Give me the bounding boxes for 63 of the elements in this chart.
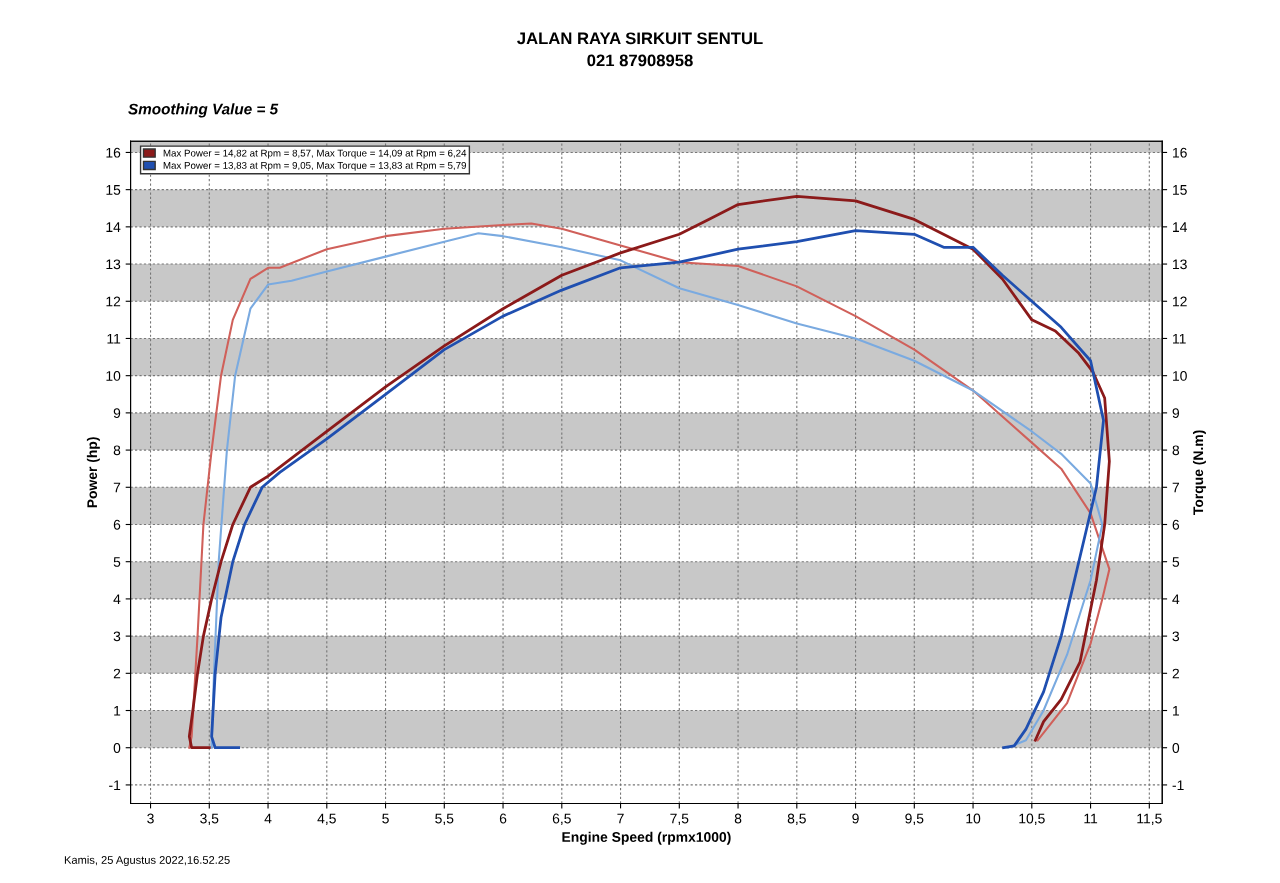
y2-tick-label: 7 bbox=[1172, 482, 1179, 493]
y2-tick-label: 9 bbox=[1172, 408, 1180, 419]
x-tick-label: 9 bbox=[852, 813, 859, 824]
x-tick-label: 10 bbox=[966, 813, 981, 824]
y2-tick-label: 12 bbox=[1173, 296, 1187, 307]
x-tick-label: 8 bbox=[734, 813, 742, 824]
y-tick-label: 3 bbox=[113, 631, 121, 642]
x-axis-title: Engine Speed (rpmx1000) bbox=[562, 831, 731, 845]
x-tick-label: 3 bbox=[147, 813, 154, 824]
y-tick-label: -1 bbox=[109, 780, 121, 790]
text: Smoothing Value = 5 bbox=[128, 103, 279, 118]
x-tick-label: 6,5 bbox=[552, 813, 571, 826]
y-tick-label: 4 bbox=[113, 594, 121, 604]
legend-label: Max Power = 14,82 at Rpm = 8,57, Max Torque = 14,09 at Rpm = 6,24 bbox=[163, 149, 467, 159]
y-tick-label: 7 bbox=[113, 482, 121, 493]
y-tick-label: 2 bbox=[113, 668, 121, 679]
y2-tick-label: 10 bbox=[1173, 371, 1187, 381]
y-tick-label: 9 bbox=[113, 408, 121, 419]
y-tick-label: 0 bbox=[113, 743, 121, 753]
x-tick-label: 10,5 bbox=[1019, 813, 1045, 826]
y-tick-label: 13 bbox=[106, 259, 121, 270]
y2-tick-label: 1 bbox=[1173, 705, 1180, 716]
y-tick-label: 11 bbox=[107, 333, 121, 344]
y2-tick-label: -1 bbox=[1172, 780, 1184, 790]
y2-tick-label: 5 bbox=[1172, 557, 1180, 567]
y2-tick-label: 3 bbox=[1172, 631, 1180, 642]
x-tick-label: 7,5 bbox=[670, 813, 689, 826]
y-axis-title: Power (hp) bbox=[86, 437, 100, 508]
y-tick-label: 10 bbox=[106, 371, 121, 381]
x-tick-label: 8,5 bbox=[787, 813, 806, 826]
y2-tick-label: 4 bbox=[1172, 594, 1180, 604]
y2-tick-label: 8 bbox=[1172, 445, 1180, 456]
y2-tick-label: 15 bbox=[1173, 185, 1187, 195]
y2-tick-label: 11 bbox=[1173, 333, 1186, 344]
legend-label: Max Power = 13,83 at Rpm = 9,05, Max Torque = 13,83 at Rpm = 5,79 bbox=[163, 161, 467, 171]
y2-tick-label: 2 bbox=[1172, 668, 1179, 679]
y-tick-label: 15 bbox=[106, 185, 121, 195]
y2-tick-label: 13 bbox=[1173, 259, 1187, 270]
y-tick-label: 1 bbox=[114, 705, 121, 716]
x-tick-label: 9,5 bbox=[905, 813, 924, 826]
x-tick-label: 4,5 bbox=[317, 813, 336, 826]
x-tick-label: 5 bbox=[382, 813, 389, 824]
y2-axis-title: Torque (N.m) bbox=[1192, 430, 1206, 515]
text: 021 87908958 bbox=[587, 54, 693, 67]
x-tick-label: 11,5 bbox=[1137, 813, 1162, 826]
x-tick-label: 11 bbox=[1084, 813, 1098, 824]
x-tick-label: 4 bbox=[264, 813, 272, 824]
y2-tick-label: 0 bbox=[1172, 743, 1180, 753]
y2-tick-label: 16 bbox=[1173, 147, 1187, 158]
x-tick-label: 5,5 bbox=[435, 813, 454, 826]
x-tick-label: 7 bbox=[617, 813, 624, 824]
y-tick-label: 12 bbox=[106, 296, 121, 307]
y-tick-label: 5 bbox=[113, 557, 121, 567]
y2-tick-label: 6 bbox=[1172, 519, 1180, 530]
x-tick-label: 6 bbox=[499, 813, 507, 824]
y-tick-label: 16 bbox=[106, 147, 121, 158]
text: Kamis, 25 Agustus 2022,16.52.25 bbox=[64, 855, 230, 867]
y2-tick-label: 14 bbox=[1173, 222, 1187, 232]
text: JALAN RAYA SIRKUIT SENTUL bbox=[517, 32, 763, 45]
y-tick-label: 6 bbox=[113, 519, 121, 530]
x-tick-label: 3,5 bbox=[200, 813, 219, 826]
y-tick-label: 8 bbox=[113, 445, 121, 456]
y-tick-label: 14 bbox=[106, 222, 121, 232]
